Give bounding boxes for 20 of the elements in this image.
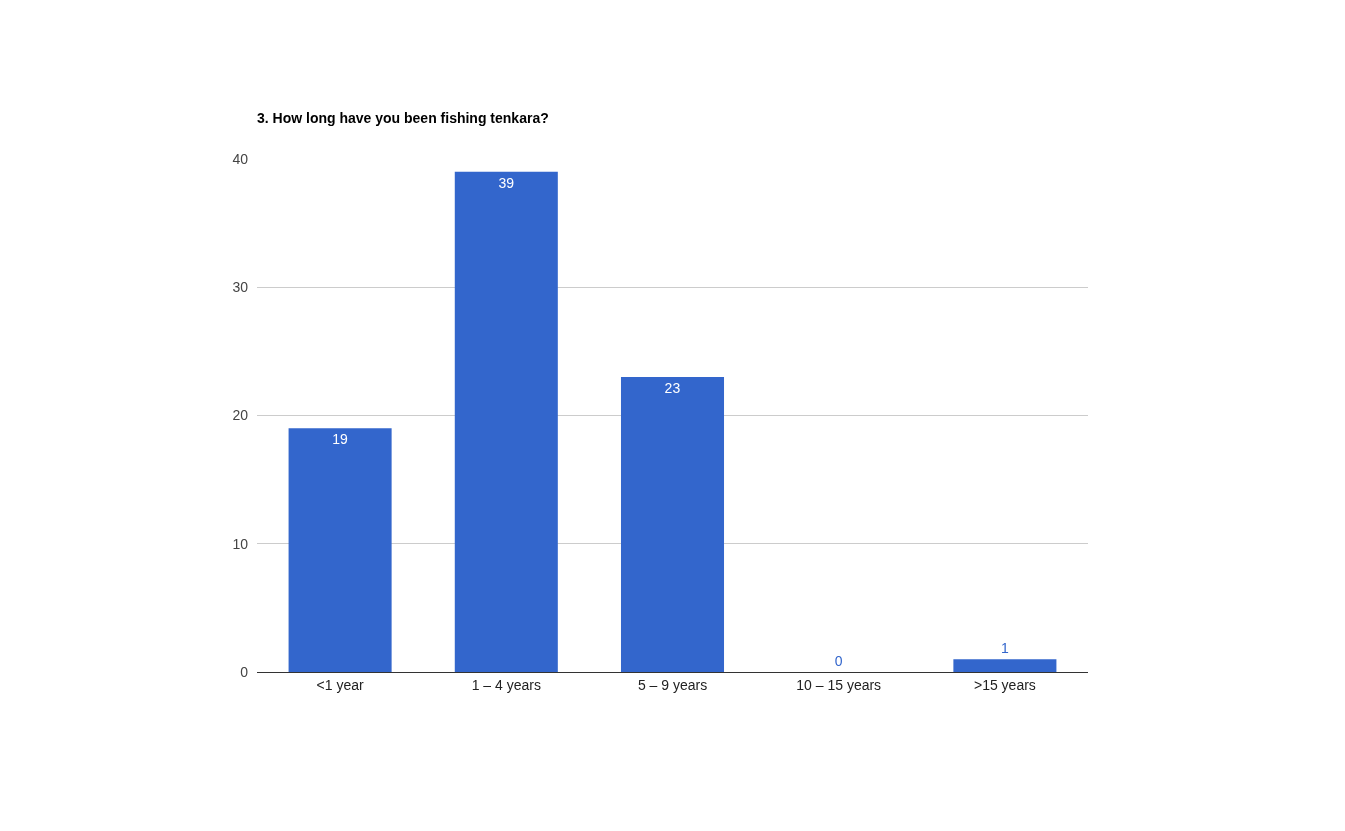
y-tick-label: 20 bbox=[232, 407, 249, 424]
data-label: 0 bbox=[834, 653, 843, 669]
data-label: 19 bbox=[332, 431, 348, 448]
x-tick-label: 10 – 15 years bbox=[796, 676, 882, 693]
bar bbox=[953, 659, 1057, 672]
x-tick-label: <1 year bbox=[316, 676, 364, 693]
data-label: 39 bbox=[498, 174, 515, 191]
chart-title: 3. How long have you been fishing tenkara? bbox=[257, 109, 549, 126]
x-tick-label: 5 – 9 years bbox=[637, 676, 708, 693]
x-tick-label: 1 – 4 years bbox=[471, 676, 541, 693]
y-tick-label: 10 bbox=[232, 535, 249, 552]
data-label: 23 bbox=[664, 380, 681, 397]
data-label: 1 bbox=[1000, 640, 1009, 657]
y-tick-label: 0 bbox=[240, 663, 249, 680]
bar bbox=[620, 377, 725, 672]
bar bbox=[454, 171, 558, 672]
y-tick-label: 40 bbox=[232, 150, 249, 167]
y-tick-label: 30 bbox=[232, 279, 249, 296]
x-tick-label: >15 years bbox=[973, 676, 1036, 693]
bar bbox=[288, 428, 392, 672]
